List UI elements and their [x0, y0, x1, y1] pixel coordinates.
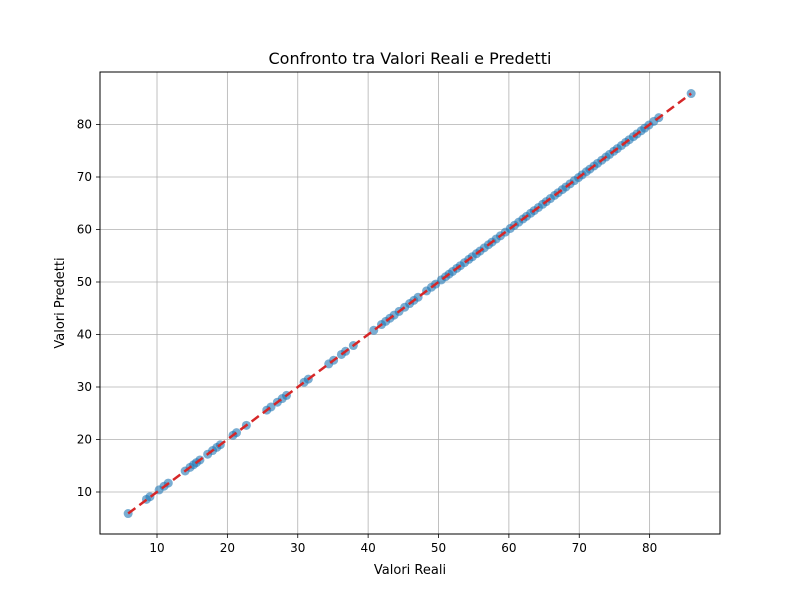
y-tick-label: 40 [77, 328, 92, 342]
x-tick-label: 70 [572, 541, 587, 555]
y-tick-label: 20 [77, 433, 92, 447]
grid-layer [100, 72, 720, 534]
chart-title: Confronto tra Valori Reali e Predetti [268, 49, 551, 68]
x-tick-label: 60 [501, 541, 516, 555]
y-tick-label: 60 [77, 223, 92, 237]
y-tick-label: 80 [77, 118, 92, 132]
x-axis-label: Valori Reali [374, 563, 446, 578]
y-tick-label: 50 [77, 275, 92, 289]
y-tick-label: 10 [77, 485, 92, 499]
x-tick-label: 80 [642, 541, 657, 555]
y-tick-label: 70 [77, 170, 92, 184]
x-tick-label: 40 [360, 541, 375, 555]
reference-line-layer [127, 92, 692, 515]
axes-layer [99, 71, 721, 535]
x-tick-label: 20 [220, 541, 235, 555]
y-tick-label: 30 [77, 380, 92, 394]
y-axis-label: Valori Predetti [53, 257, 68, 348]
x-tick-label: 30 [290, 541, 305, 555]
x-tick-label: 10 [149, 541, 164, 555]
ticks-layer: 10 20 30 40 50 60 70 80 10 20 30 40 50 60 70 80 [77, 118, 658, 556]
plot-frame [99, 71, 721, 535]
reference-line [127, 92, 692, 515]
x-tick-label: 50 [431, 541, 446, 555]
